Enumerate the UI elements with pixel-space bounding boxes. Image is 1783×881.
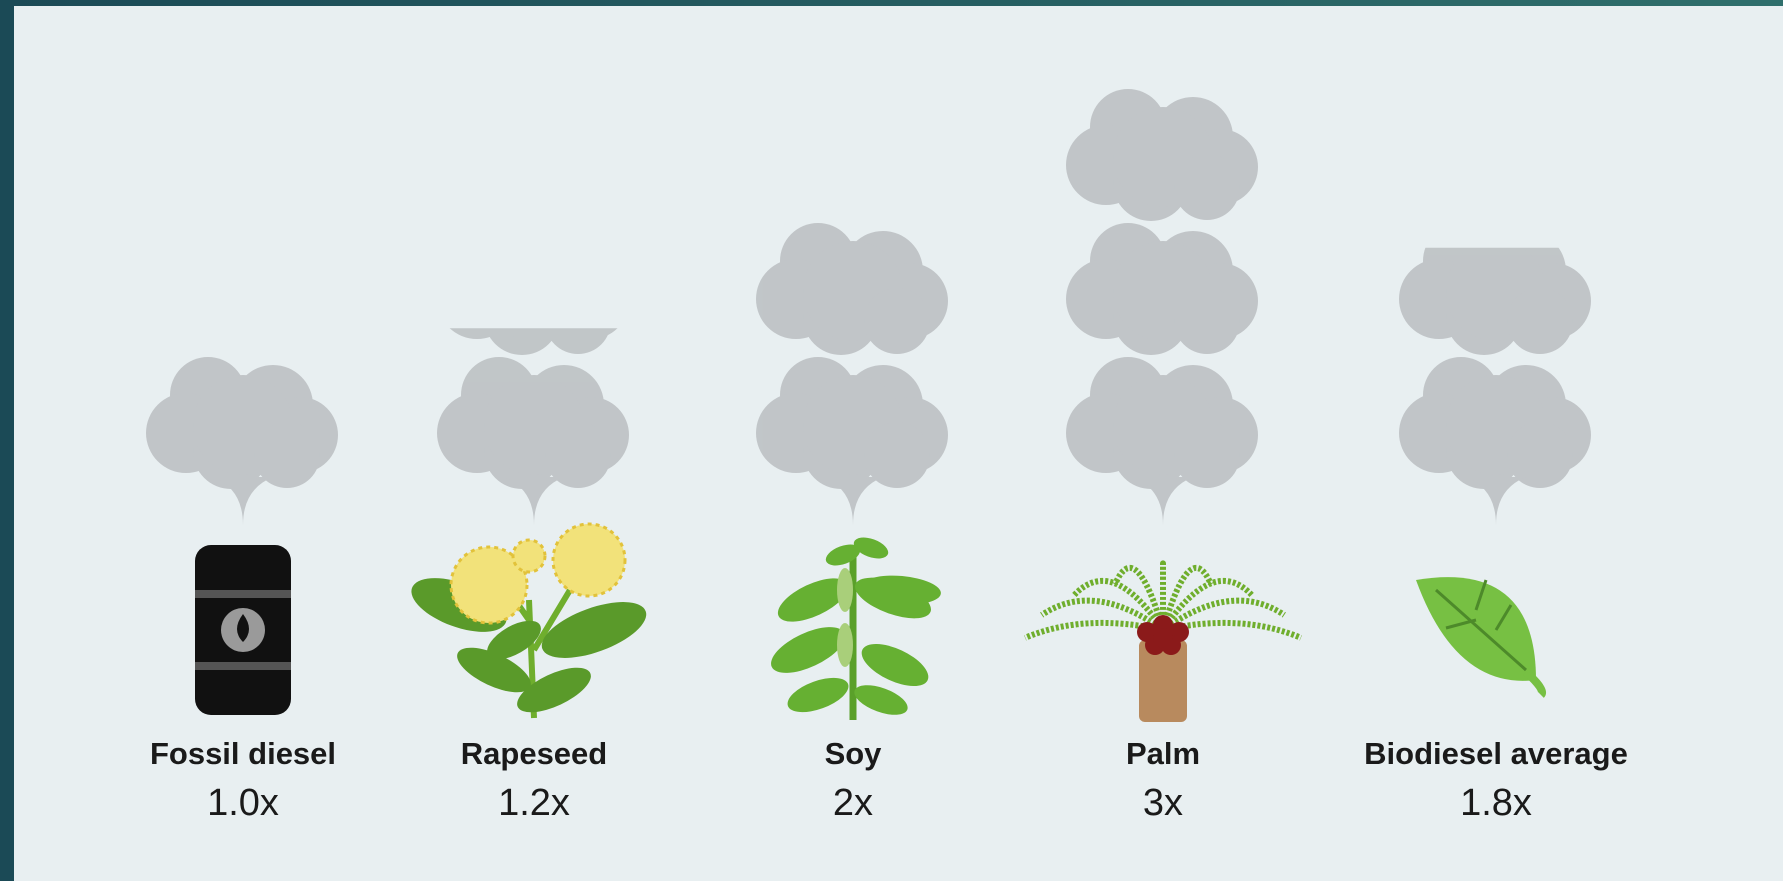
category-label: Palm [1126,736,1200,771]
pod [837,568,853,612]
pod [837,623,853,667]
chart: Fossil diesel 1.0x Rapeseed 1.2x Soy 2x Palm 3x… [0,0,1783,881]
category-label: Soy [825,736,883,771]
value-label: 1.2x [498,782,570,824]
fruit [1153,628,1173,648]
value-label: 1.8x [1460,782,1532,824]
barrel-ring [195,662,291,670]
trunk [1139,640,1187,722]
value-label: 3x [1143,782,1183,824]
cloud-stack [1066,89,1258,525]
cloud-bump [1507,288,1573,354]
flower [553,524,625,596]
cloud-bump [1174,288,1240,354]
category-label: Rapeseed [461,736,607,771]
barrel-ring [195,590,291,598]
flower [513,540,545,572]
cloud-bump [1174,154,1240,220]
category-label: Biodiesel average [1364,736,1628,771]
cloud-bump [864,288,930,354]
value-label: 1.0x [207,782,279,824]
category-label: Fossil diesel [150,736,336,771]
value-label: 2x [833,782,873,824]
